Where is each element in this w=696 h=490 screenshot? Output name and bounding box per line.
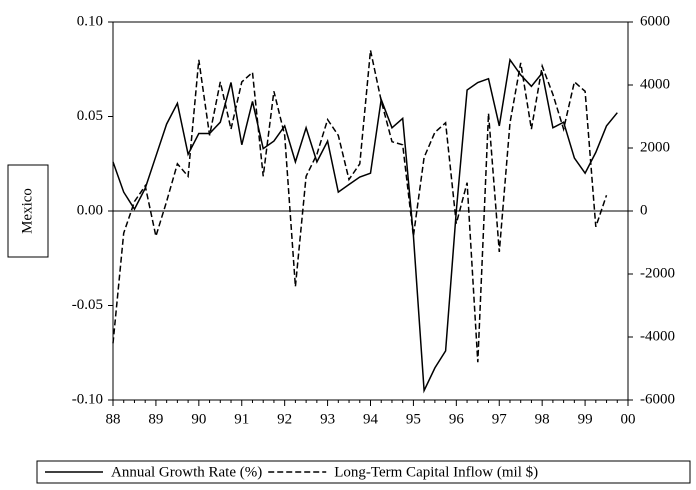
x-tick-label: 93 — [320, 411, 335, 427]
y2-tick-label: -2000 — [640, 265, 675, 281]
y2-tick-label: 0 — [640, 202, 648, 218]
y-tick-label: 0.05 — [77, 108, 103, 124]
y-tick-label: 0.10 — [77, 13, 103, 29]
x-tick-label: 98 — [535, 411, 550, 427]
y2-tick-label: 4000 — [640, 76, 670, 92]
y-tick-label: -0.10 — [72, 391, 103, 407]
y-tick-label: 0.00 — [77, 202, 103, 218]
x-tick-label: 95 — [406, 411, 421, 427]
x-tick-label: 91 — [234, 411, 249, 427]
x-tick-label: 00 — [621, 411, 636, 427]
x-tick-label: 92 — [277, 411, 292, 427]
x-tick-label: 90 — [191, 411, 206, 427]
x-tick-label: 97 — [492, 411, 508, 427]
x-tick-label: 99 — [578, 411, 593, 427]
legend-label: Annual Growth Rate (%) — [111, 464, 262, 480]
y-axis-label: Mexico — [19, 188, 35, 234]
y2-tick-label: 6000 — [640, 13, 670, 29]
series-line — [112, 57, 618, 394]
series-line — [112, 50, 608, 363]
x-tick-label: 94 — [363, 411, 379, 427]
x-tick-label: 89 — [148, 411, 163, 427]
y2-tick-label: -6000 — [640, 391, 675, 407]
y-label-box — [7, 164, 49, 258]
y2-tick-label: 2000 — [640, 139, 670, 155]
x-tick-label: 88 — [106, 411, 121, 427]
x-tick-label: 96 — [449, 411, 465, 427]
y-tick-label: -0.05 — [72, 297, 103, 313]
legend-label: Long-Term Capital Inflow (mil $) — [334, 464, 538, 480]
legend-box — [36, 460, 691, 484]
y2-tick-label: -4000 — [640, 328, 675, 344]
